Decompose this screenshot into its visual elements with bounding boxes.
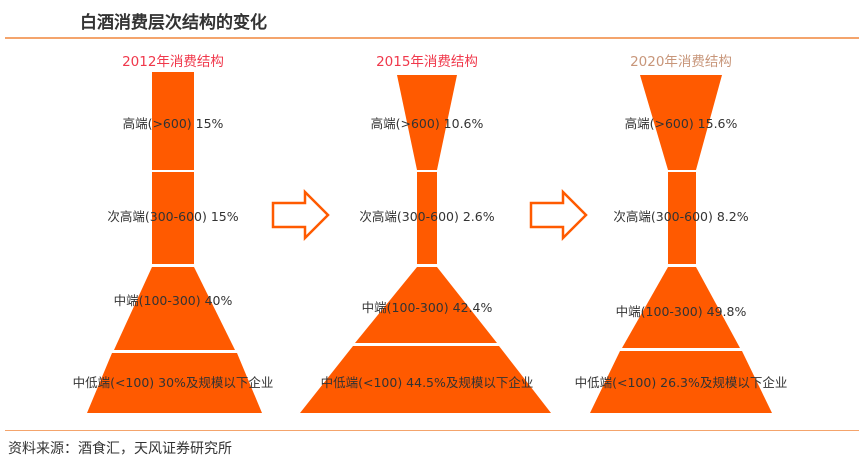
segment-label: 高端(>600) 10.6%: [371, 116, 484, 131]
segment-label: 高端(>600) 15.6%: [625, 116, 738, 131]
year-label: 2020年消费结构: [630, 54, 732, 70]
segment-label: 中端(100-300) 49.8%: [616, 304, 747, 319]
pyramid-segment: [152, 172, 194, 264]
pyramid-segment: [668, 172, 696, 264]
segment-label: 中低端(<100) 30%及规模以下企业: [73, 375, 274, 390]
segment-label: 中低端(<100) 44.5%及规模以下企业: [321, 375, 534, 390]
top-divider: [5, 37, 859, 39]
pyramid-segment: [622, 267, 740, 348]
pyramid-segment: [300, 346, 551, 413]
year-label: 2012年消费结构: [122, 54, 224, 70]
pyramid-segment: [152, 72, 194, 170]
page-title: 白酒消费层次结构的变化: [80, 13, 267, 33]
year-label: 2015年消费结构: [376, 54, 478, 70]
segment-label: 高端(>600) 15%: [123, 116, 224, 131]
pyramid-segment: [114, 267, 235, 350]
pyramid-segment: [417, 172, 437, 264]
pyramid-segment: [87, 353, 262, 413]
segment-label: 次高端(300-600) 2.6%: [359, 209, 494, 224]
pyramid-segment: [397, 75, 457, 170]
segment-label: 次高端(300-600) 15%: [107, 209, 238, 224]
arrow-right-outline-icon: [529, 188, 588, 242]
segment-label: 中低端(<100) 26.3%及规模以下企业: [575, 375, 788, 390]
segment-label: 次高端(300-600) 8.2%: [613, 209, 748, 224]
segment-label: 中端(100-300) 40%: [114, 293, 233, 308]
pyramid-segment: [590, 351, 772, 413]
segment-label: 中端(100-300) 42.4%: [362, 300, 493, 315]
source-note: 资料来源：酒食汇，天风证券研究所: [8, 441, 232, 457]
pyramid-segment: [640, 75, 722, 170]
pyramid-segment: [355, 267, 497, 343]
arrow-right-outline-icon: [271, 188, 330, 242]
bottom-divider: [5, 430, 859, 431]
